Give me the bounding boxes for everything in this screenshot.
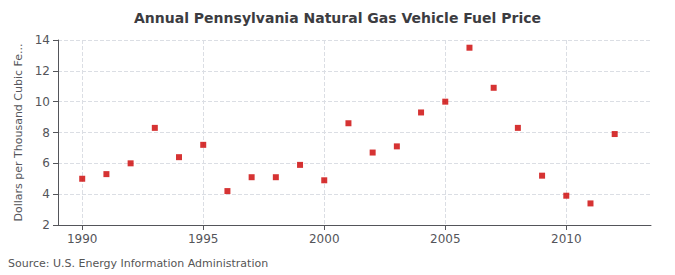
svg-text:8: 8 bbox=[42, 126, 50, 140]
svg-text:2010: 2010 bbox=[551, 232, 582, 246]
svg-text:4: 4 bbox=[42, 187, 50, 201]
svg-text:Dollars per Thousand Cubic Fe.: Dollars per Thousand Cubic Fe... bbox=[12, 43, 25, 221]
svg-text:1995: 1995 bbox=[188, 232, 219, 246]
svg-text:6: 6 bbox=[42, 156, 50, 170]
svg-text:12: 12 bbox=[35, 64, 50, 78]
svg-text:10: 10 bbox=[35, 95, 50, 109]
svg-text:Annual Pennsylvania Natural Ga: Annual Pennsylvania Natural Gas Vehicle … bbox=[134, 10, 541, 26]
svg-text:2: 2 bbox=[42, 218, 50, 232]
svg-text:2000: 2000 bbox=[309, 232, 340, 246]
svg-text:1990: 1990 bbox=[67, 232, 98, 246]
svg-text:Source: U.S. Energy Informatio: Source: U.S. Energy Information Administ… bbox=[8, 257, 268, 270]
svg-text:2005: 2005 bbox=[430, 232, 461, 246]
svg-text:14: 14 bbox=[35, 33, 50, 47]
